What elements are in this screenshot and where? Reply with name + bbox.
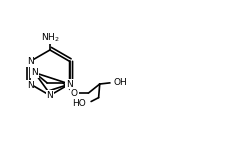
Text: O: O bbox=[71, 89, 78, 98]
Text: N: N bbox=[31, 68, 38, 77]
Text: HO: HO bbox=[72, 99, 86, 108]
Text: N: N bbox=[47, 91, 53, 100]
Text: NH$_2$: NH$_2$ bbox=[41, 31, 59, 44]
Text: N: N bbox=[27, 57, 34, 66]
Text: OH: OH bbox=[114, 78, 128, 87]
Text: N: N bbox=[66, 80, 73, 89]
Text: N: N bbox=[27, 81, 34, 90]
